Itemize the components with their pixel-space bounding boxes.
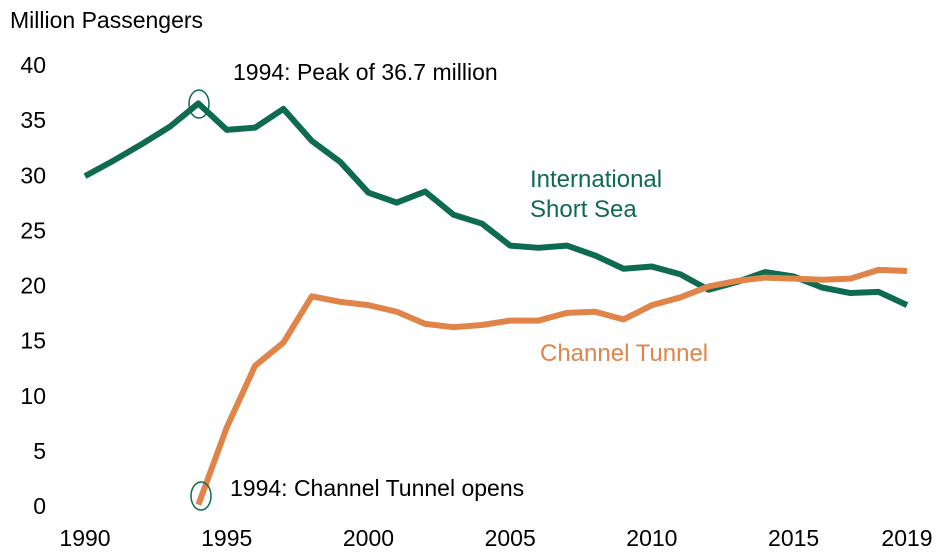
x-tick-label: 2015 (768, 525, 819, 551)
series-label: International Short Sea (530, 166, 663, 223)
x-tick-label: 2005 (485, 525, 536, 551)
annotation: 1994: Peak of 36.7 million (233, 59, 498, 85)
series-line (83, 100, 909, 308)
y-tick-label: 15 (20, 328, 46, 354)
annotation: 1994: Channel Tunnel opens (230, 475, 524, 501)
highlight-circle (190, 481, 212, 511)
series-label: Channel Tunnel (540, 340, 709, 367)
x-tick-label: 2019 (881, 525, 932, 551)
y-tick-label: 0 (33, 493, 46, 519)
y-axis-label: Million Passengers (10, 7, 203, 33)
y-tick-label: 5 (33, 438, 46, 464)
y-tick-label: 25 (20, 217, 46, 243)
highlight-circle (188, 89, 210, 119)
y-tick-label: 40 (20, 52, 46, 78)
x-tick-label: 2010 (626, 525, 677, 551)
y-tick-label: 20 (20, 273, 46, 299)
y-tick-label: 35 (20, 107, 46, 133)
x-tick-label: 1995 (201, 525, 252, 551)
x-tick-label: 2000 (343, 525, 394, 551)
series-line (195, 266, 908, 506)
y-tick-label: 10 (20, 383, 46, 409)
y-tick-label: 30 (20, 162, 46, 188)
x-tick-label: 1990 (59, 525, 110, 551)
